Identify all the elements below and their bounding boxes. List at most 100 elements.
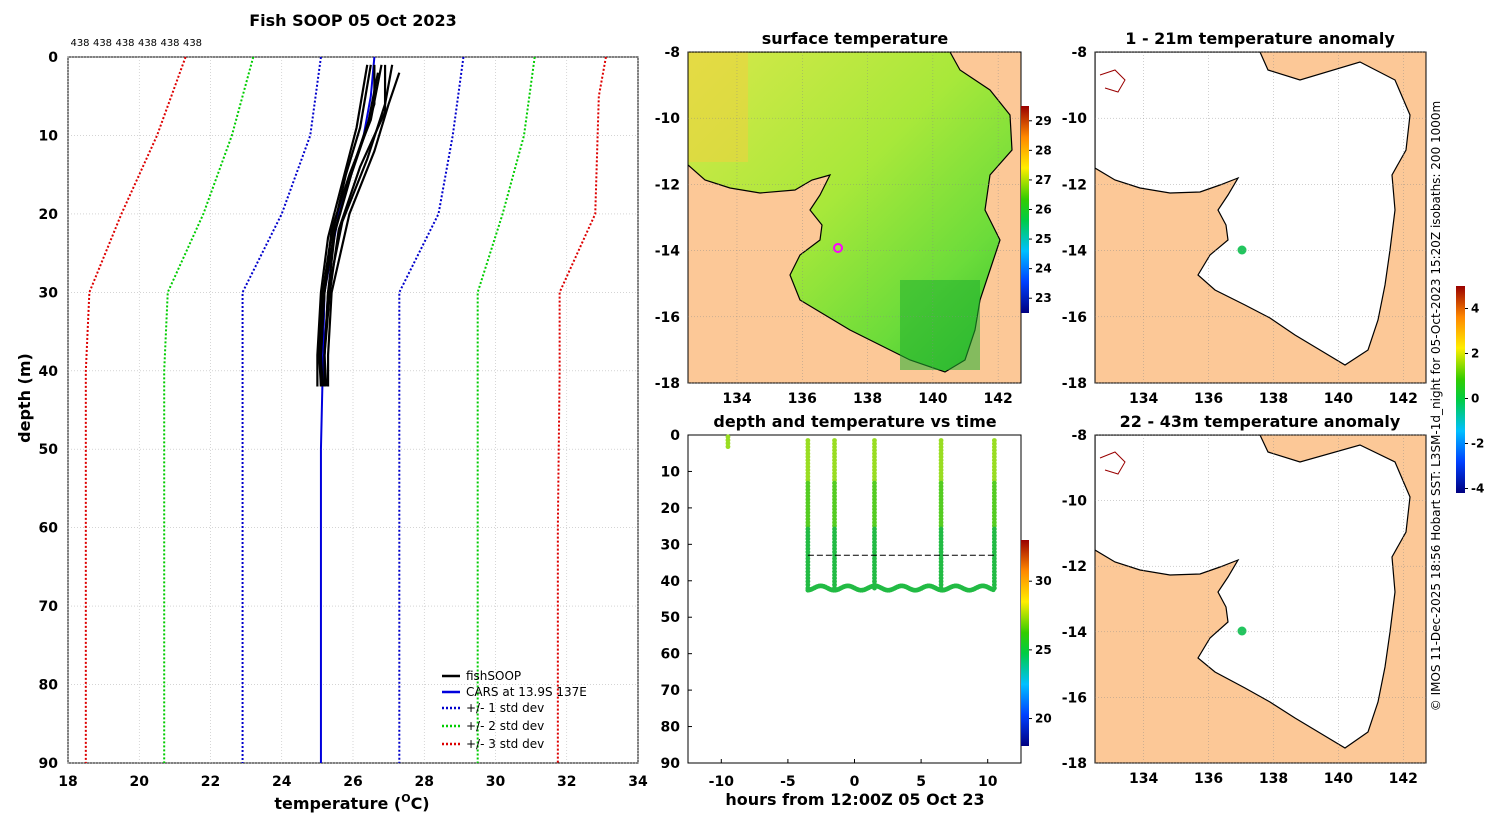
cast-sample: [805, 451, 811, 456]
cast-sample: [805, 480, 811, 486]
profile-counts: 438 438 438 438 438 438: [70, 38, 202, 49]
map-x-tick: 138: [1259, 391, 1288, 407]
cast-sample: [805, 457, 811, 463]
cast-sample: [991, 506, 997, 512]
cast-sample: [938, 562, 944, 568]
fishsoop-profile: [319, 72, 380, 387]
sst-colorbar: [1021, 106, 1029, 313]
cast-sample: [725, 440, 731, 446]
cast-sample: [938, 520, 944, 525]
cast-sample: [991, 454, 997, 460]
dt-y-tick: 10: [661, 464, 681, 480]
cast-sample: [872, 506, 877, 512]
cast-sample: [938, 516, 944, 522]
map-y-tick: -18: [1062, 376, 1087, 392]
sst-cool-patch: [900, 280, 980, 370]
anom2-tick-labels: 134 136 138 140 142 -8 -10 -12 -14 -16 -18: [1062, 428, 1426, 787]
cast-sample: [832, 562, 837, 568]
cast-sample: [872, 523, 877, 529]
depth-time-plot: depth and temperature vs time -10 -5 0 5 10 0…: [661, 412, 1052, 809]
cast-sample: [805, 461, 811, 466]
cast-sample: [991, 520, 997, 525]
cb-tick-label: 29: [1035, 114, 1052, 128]
map-y-tick: -8: [1071, 428, 1087, 444]
cast-sample: [872, 572, 877, 578]
x-tick-label: 32: [557, 774, 576, 790]
cast-sample: [872, 441, 877, 447]
cast-sample: [872, 464, 877, 470]
cb-tick-label: -2: [1471, 437, 1484, 451]
cast-sample: [938, 536, 944, 542]
map-y-tick: -14: [1062, 625, 1088, 641]
legend-1std: +/- 1 std dev: [466, 701, 544, 715]
cast-sample: [832, 493, 837, 499]
cast-sample: [872, 477, 877, 483]
cast-sample: [991, 447, 997, 453]
cast-sample: [872, 454, 877, 460]
cast-sample: [938, 552, 944, 558]
profile-xlabel: temperature (OC): [274, 792, 429, 813]
cast-sample: [872, 575, 877, 581]
y-tick-label: 60: [39, 521, 59, 537]
cast-sample: [832, 523, 837, 529]
cast-sample: [991, 470, 997, 476]
anom1-isobath: [1099, 69, 1126, 93]
profile-plot: 18 20 22 24 26 28 30 32 34 0 10 20 30 40 50 60 70 80 90 Fi…: [15, 11, 648, 813]
cast-sample: [938, 585, 944, 591]
y-tick-label: 70: [39, 599, 59, 615]
legend-2std: +/- 2 std dev: [466, 719, 544, 733]
cast-sample: [938, 582, 944, 588]
cast-sample: [872, 503, 877, 509]
cast-sample: [805, 506, 811, 512]
dt-y-tick: 50: [661, 610, 681, 626]
cast-sample: [805, 575, 811, 581]
cast-sample: [872, 533, 877, 538]
cast-sample: [805, 500, 811, 506]
cast-sample: [938, 477, 944, 483]
y-tick-label: 50: [39, 442, 59, 458]
credit-text: © IMOS 11-Dec-2025 18:56 Hobart SST: L3S…: [1429, 101, 1443, 712]
cast-sample: [872, 493, 877, 499]
dt-y-tick: 70: [661, 683, 681, 699]
map-y-tick: -12: [1062, 177, 1087, 193]
cast-sample: [991, 483, 997, 489]
cast-sample: [872, 500, 877, 506]
series-line: [163, 56, 255, 763]
cast-sample: [938, 447, 944, 453]
cast-sample: [938, 454, 944, 460]
cast-sample: [805, 585, 811, 591]
map-x-tick: 142: [984, 391, 1013, 407]
depth-time-axes-box: [687, 434, 1022, 764]
cast-sample: [805, 490, 811, 496]
cast-sample: [872, 470, 877, 476]
map-y-tick: -18: [1062, 756, 1087, 772]
cast-sample: [805, 520, 811, 525]
cast-sample: [991, 457, 997, 463]
map-x-tick: 140: [918, 391, 947, 407]
cast-sample: [938, 513, 944, 519]
map-x-tick: 136: [788, 391, 817, 407]
cast-sample: [938, 506, 944, 512]
y-tick-label: 30: [39, 285, 59, 301]
dt-x-tick: 5: [916, 774, 926, 790]
cb-tick-label: 20: [1035, 712, 1052, 726]
cast-sample: [991, 523, 997, 529]
cast-sample: [872, 526, 877, 532]
cast-sample: [872, 444, 877, 450]
cast-sample: [991, 539, 997, 545]
cast-sample: [991, 497, 997, 502]
depth-time-xlabel: hours from 12:00Z 05 Oct 23: [725, 790, 984, 809]
cast-sample: [938, 438, 944, 443]
cast-sample: [832, 454, 837, 460]
sst-title: surface temperature: [762, 29, 949, 48]
cast-sample: [991, 582, 997, 588]
cast-sample: [805, 579, 811, 584]
x-tick-label: 24: [272, 774, 292, 790]
cast-sample: [872, 546, 877, 552]
cast-sample: [991, 565, 997, 571]
cast-sample: [832, 490, 837, 496]
cast-sample: [805, 533, 811, 538]
sst-tick-labels: 134 136 138 140 142 -8 -10 -12 -14 -16 -18: [655, 45, 1021, 407]
profile-legend: fishSOOP CARS at 13.9S 137E +/- 1 std de…: [442, 669, 587, 751]
cb-tick-label: 2: [1471, 347, 1479, 361]
